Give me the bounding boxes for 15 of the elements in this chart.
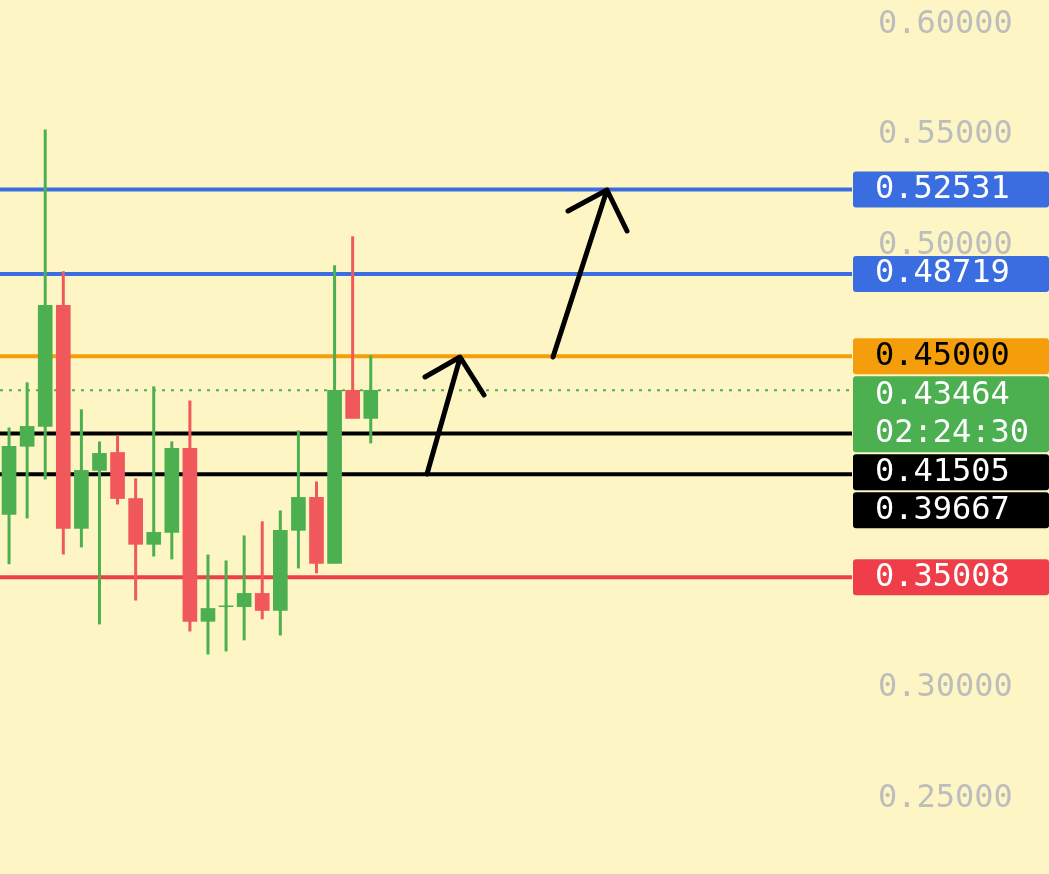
ref-line-label: 0.39667 (875, 488, 1010, 527)
y-tick-label: 0.55000 (878, 113, 1013, 152)
candlestick (92, 441, 107, 625)
candlestick (254, 521, 270, 620)
ref-line-label: 0.43464 02:24:30 (875, 373, 1030, 450)
candlestick (200, 554, 216, 655)
candlestick (236, 535, 252, 641)
ref-line-label: 0.52531 (875, 167, 1010, 206)
y-tick-label: 0.30000 (878, 666, 1013, 705)
y-tick-label: 0.25000 (878, 777, 1013, 816)
ref-line-label: 0.41505 (875, 450, 1010, 489)
ref-line-label: 0.35008 (875, 555, 1010, 594)
candlestick (218, 560, 234, 652)
ref-line-label: 0.45000 (875, 334, 1010, 373)
y-tick-label: 0.60000 (878, 2, 1013, 41)
